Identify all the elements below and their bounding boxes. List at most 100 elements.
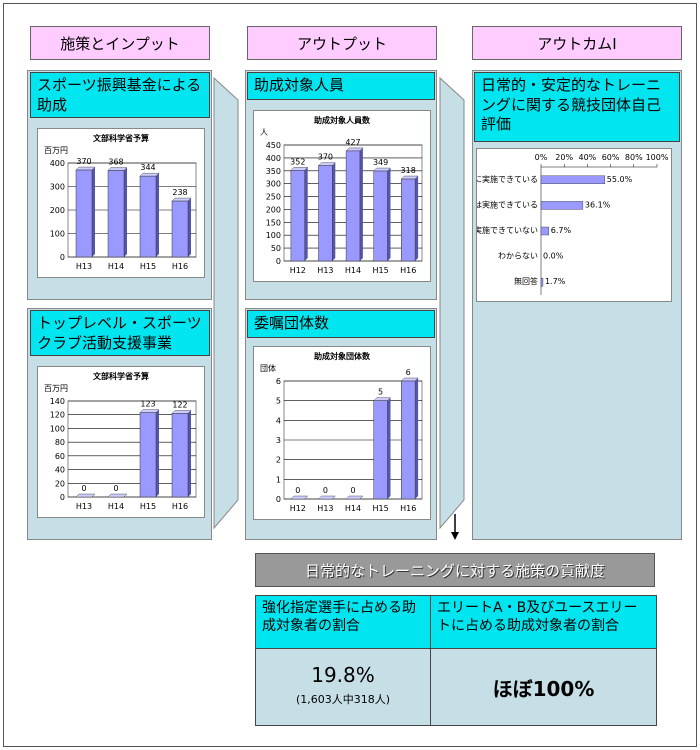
bar-side [332,162,336,261]
y-tick-label: 100 [50,424,65,433]
value-label: 0 [295,486,300,495]
y-tick-label: 150 [266,218,281,227]
value-label: 238 [172,188,187,197]
bar [401,178,416,262]
value-label: 0 [350,486,355,495]
x-tick-label: 40% [579,153,597,162]
y-tick-label: 100 [266,231,281,240]
value-label: 0.0% [543,252,564,261]
down-arrow-head [451,532,459,540]
chart-title: 助成対象団体数 [314,351,371,361]
bar-side [387,168,391,261]
table-header: エリートA・B及びユースエリートに占める助成対象者の割合 [430,595,657,649]
bar-top [290,167,309,171]
column-header: アウトプット [247,26,437,60]
contribution-title: 日常的なトレーニングに対する施策の貢献度 [255,553,655,587]
bar [345,150,361,262]
x-tick-label: H15 [140,262,156,271]
y-axis-label: 百万円 [44,384,68,393]
bar-top [171,197,192,202]
y-tick-label: 250 [266,193,281,202]
chart-box: 助成対象団体数 団体 0 1 2 3 4 5 6 0 H12 0 H13 0 H14 5 H15 6 H16 [253,346,431,520]
chart-box: 文部科学省予算 百万円 0 100 200 300 400 370 H13 368 H14 344 H1… [37,128,205,278]
x-tick-label: H13 [76,502,92,511]
table-cell: 19.8% (1,603人中318人) [255,648,431,726]
bar [540,175,605,184]
column-header: 施策とインプット [30,26,210,60]
bar-top [139,172,160,177]
bar-top [318,162,336,166]
bar [75,169,93,258]
bar-top [75,166,96,171]
y-tick-label: 60 [55,452,65,461]
arrow [439,76,465,530]
x-tick-label: H15 [140,502,156,511]
x-tick-label: H12 [290,266,306,275]
y-tick-label: 100 [50,230,65,239]
bar-top [345,495,364,500]
x-tick-label: 100% [646,153,669,162]
x-tick-label: H16 [400,266,416,275]
bar [373,170,388,262]
panel-title: 助成対象人員 [247,72,435,100]
y-tick-label: 0 [60,253,65,262]
bar [171,200,189,258]
y-axis-label: 人 [260,128,268,137]
panel-title: スポーツ振興基金による助成 [30,72,210,118]
y-tick-label: あまり実施できていない [477,225,538,235]
y-tick-label: 0 [60,493,65,502]
bar-side [359,147,363,261]
value-label: 6.7% [551,226,572,235]
value-label: 1.7% [545,277,566,286]
x-tick-label: H16 [172,262,188,271]
x-tick-label: H16 [172,502,188,511]
bar-side [304,167,308,261]
bar-side [156,409,159,497]
x-tick-label: H13 [317,266,333,275]
bar-side [188,410,191,497]
y-tick-label: 400 [266,154,281,163]
bar-top [171,410,192,414]
value-label: 318 [401,166,416,175]
bar [401,380,416,500]
bar [540,201,584,210]
y-tick-label: 350 [266,167,281,176]
value-label: 123 [140,400,155,409]
bar-top [107,167,128,171]
value-label: 370 [76,157,91,166]
y-tick-label: 5 [276,397,281,406]
y-tick-label: 80 [55,438,65,447]
value-label: 370 [318,153,333,162]
y-tick-label: 50 [271,244,281,253]
x-tick-label: 80% [625,153,643,162]
bar [540,277,544,287]
value-label: 344 [140,163,155,172]
frame [3,3,697,747]
y-tick-label: 1 [276,475,281,484]
value-label: 349 [373,158,388,167]
bar-top [75,493,96,498]
value-label: 352 [290,157,305,166]
x-tick-label: H14 [345,504,361,513]
y-tick-label: 200 [50,206,65,215]
x-tick-label: H13 [76,262,92,271]
bar [540,226,549,236]
bar-top [290,495,309,500]
bar-side [156,173,159,257]
bar [318,165,333,262]
bar-side [387,397,391,499]
y-tick-label: 400 [50,159,65,168]
y-axis-label: 百万円 [44,146,68,155]
y-tick-label: 無回答 [514,276,538,286]
value-label: 368 [108,158,123,167]
x-tick-label: H15 [372,504,388,513]
bar [139,175,157,258]
arrow [213,76,239,530]
y-tick-label: わからない [498,252,538,261]
x-tick-label: H12 [290,504,306,513]
bar-top [400,175,419,180]
y-tick-label: 300 [50,183,65,192]
